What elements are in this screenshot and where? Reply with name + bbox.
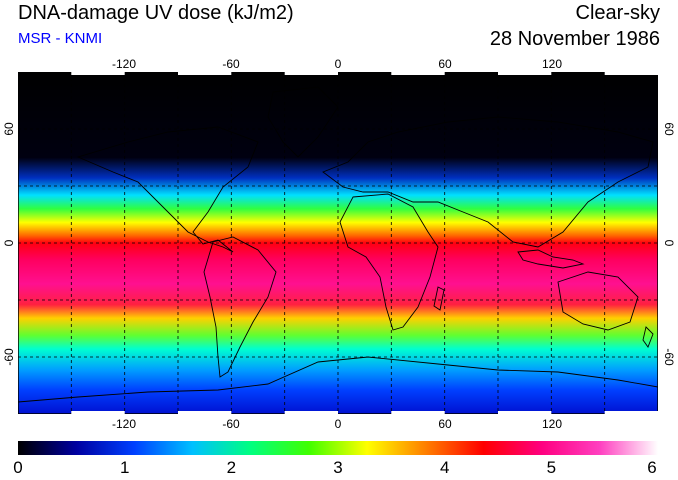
lon-tick-top: -60 [222, 57, 240, 71]
lon-labels-bottom: -120 -60 0 60 120 [112, 417, 562, 431]
lat-tick-left: 60 [2, 122, 16, 136]
scenario-label: Clear-sky [575, 2, 660, 24]
colorbar-label: 2 [226, 458, 237, 477]
graticule [18, 72, 658, 414]
colorbar [18, 441, 658, 455]
colorbar-label: 4 [439, 458, 450, 477]
lon-tick-top: 0 [335, 57, 342, 71]
map-subtitle: MSR - KNMI [18, 30, 103, 47]
uv-dose-map [18, 72, 658, 414]
lon-tick-bottom: -60 [222, 417, 240, 431]
date-label: 28 November 1986 [489, 28, 660, 50]
colorbar-label: 6 [647, 458, 657, 477]
lon-tick-top: -120 [112, 57, 136, 71]
map-title: DNA-damage UV dose (kJ/m2) [18, 2, 294, 24]
lon-tick-bottom: 0 [335, 417, 342, 431]
lon-tick-bottom: 60 [438, 417, 452, 431]
lon-labels-top: -120 -60 0 60 120 [112, 57, 562, 71]
lon-tick-top: 120 [542, 57, 562, 71]
lon-tick-bottom: 120 [542, 417, 562, 431]
lat-tick-left: 0 [2, 239, 16, 246]
lon-tick-top: 60 [438, 57, 452, 71]
lat-labels-right: 60 0 -60 [662, 122, 676, 366]
lat-tick-left: -60 [2, 348, 16, 366]
colorbar-label: 0 [13, 458, 23, 477]
lat-labels-left: 60 0 -60 [2, 122, 16, 366]
border-checks [71, 72, 658, 414]
lon-tick-bottom: -120 [112, 417, 136, 431]
lat-tick-right: 0 [662, 240, 676, 247]
coastlines [18, 86, 658, 403]
colorbar-label: 5 [546, 458, 557, 477]
lat-tick-right: -60 [662, 348, 676, 366]
colorbar-label: 1 [119, 458, 130, 477]
colorbar-label: 3 [333, 458, 343, 477]
lat-tick-right: 60 [662, 122, 676, 136]
